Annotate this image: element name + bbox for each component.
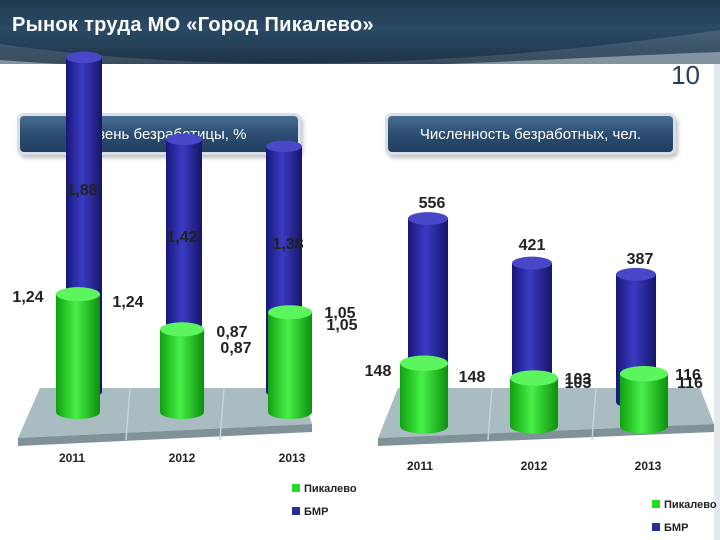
chart-2-bar-pikalevo-body (400, 363, 448, 426)
chart-2-bar-bmr-top (616, 267, 656, 281)
chart-2-label-bmr: 421 (519, 237, 546, 254)
chart-1-label-bmr: 1,88 (66, 182, 97, 199)
chart-2-bar-pikalevo-body (510, 378, 558, 426)
chart-2-label-pikalevo: 116 (677, 375, 703, 392)
chart-2-label-pikalevo: 148 (459, 369, 486, 386)
chart-1-bar-pikalevo (56, 287, 100, 420)
chart-1-bar-pikalevo-body (268, 312, 312, 412)
chart-2-bar-pikalevo-top (620, 366, 668, 382)
chart-2-bar-pikalevo (400, 355, 448, 434)
chart-2-label-pikalevo: 148 (365, 363, 392, 380)
chart-2-legend-label-pikalevo: Пикалево (664, 499, 717, 511)
chart-1-label-pikalevo: 1,05 (326, 317, 357, 334)
slide-header: Рынок труда МО «Город Пикалево» (0, 0, 720, 64)
chart-2-label-pikalevo: 116 (675, 367, 701, 384)
chart-1-bar-pikalevo-base (268, 404, 312, 420)
chart-1-legend-label-pikalevo: Пикалево (304, 483, 357, 495)
chart-2-bar-pikalevo-body (620, 373, 668, 426)
chart-2-category-label: 2013 (635, 459, 662, 473)
chart-2-category-label: 2011 (407, 459, 433, 473)
chart-1-floor-edge (18, 424, 312, 446)
chart-2-bar-bmr-top (512, 256, 552, 270)
right-edge-rule (714, 64, 720, 540)
chart-1-label-pikalevo: 1,24 (112, 294, 143, 311)
chart-1-bar-pikalevo (268, 305, 312, 420)
chart-2-label-bmr: 387 (627, 251, 654, 268)
chart-2-bar-bmr-top (408, 212, 448, 225)
chart-2-bar-pikalevo-base (620, 418, 668, 434)
chart-1-legend-swatch-bmr (292, 507, 300, 515)
chart-2-legend-swatch-pikalevo (652, 500, 660, 508)
chart-1-label-pikalevo: 0,87 (220, 340, 251, 357)
chart-1-label-pikalevo: 1,05 (324, 305, 355, 322)
chart-1-bar-pikalevo-body (56, 294, 100, 412)
chart-1-bar-pikalevo-top (268, 305, 312, 320)
chart-1-bar-pikalevo-base (160, 404, 204, 420)
chart-1-bar-pikalevo-base (56, 404, 100, 420)
chart-title-unemployed-count: Численность безработных, чел. (388, 116, 673, 152)
chart-1-legend-label-bmr: БМР (304, 506, 328, 518)
chart-2-legend-swatch-bmr (652, 523, 660, 531)
chart-1-label-bmr: 1,42 (166, 229, 197, 246)
chart-2-divider (487, 387, 493, 441)
chart-1-bar-pikalevo-body (160, 329, 204, 412)
chart-1-bar-pikalevo-top (160, 322, 204, 337)
chart-1-legend-swatch-pikalevo (292, 484, 300, 492)
chart-2-bar-pikalevo (620, 366, 668, 434)
chart-2-label-pikalevo: 103 (565, 375, 592, 392)
chart-2-legend-label-bmr: БМР (664, 522, 688, 534)
chart-2-category-label: 2012 (521, 459, 548, 473)
chart-1-bar-bmr-top (66, 51, 102, 64)
chart-1-category-label: 2012 (169, 451, 196, 465)
chart-1-label-pikalevo: 0,87 (216, 324, 247, 341)
chart-1-bar-bmr-top (166, 133, 202, 146)
chart-1-label-bmr: 1,38 (272, 236, 303, 253)
chart-2-divider (591, 387, 597, 441)
slide-number: 10 (671, 60, 700, 90)
chart-2-bar-pikalevo-base (510, 418, 558, 434)
chart-1-bar-pikalevo-top (56, 287, 100, 302)
chart-1-category-label: 2013 (279, 451, 306, 465)
chart-2-bar-pikalevo (510, 370, 558, 434)
chart-2-bar-pikalevo-top (510, 370, 558, 386)
chart-2-bar-pikalevo-top (400, 355, 448, 371)
chart-2-label-pikalevo: 103 (565, 371, 592, 388)
header-wave-decoration (0, 30, 720, 64)
slide-title: Рынок труда МО «Город Пикалево» (12, 14, 374, 36)
chart-2-label-bmr: 556 (419, 195, 446, 212)
chart-1-bar-pikalevo (160, 322, 204, 420)
chart-1-divider (219, 387, 225, 441)
chart-1-bar-bmr-top (266, 140, 302, 153)
chart-1-divider (125, 387, 131, 441)
chart-2-bar-pikalevo-base (400, 418, 448, 434)
chart-1-category-label: 2011 (59, 451, 85, 465)
chart-1-label-pikalevo: 1,24 (12, 289, 43, 306)
